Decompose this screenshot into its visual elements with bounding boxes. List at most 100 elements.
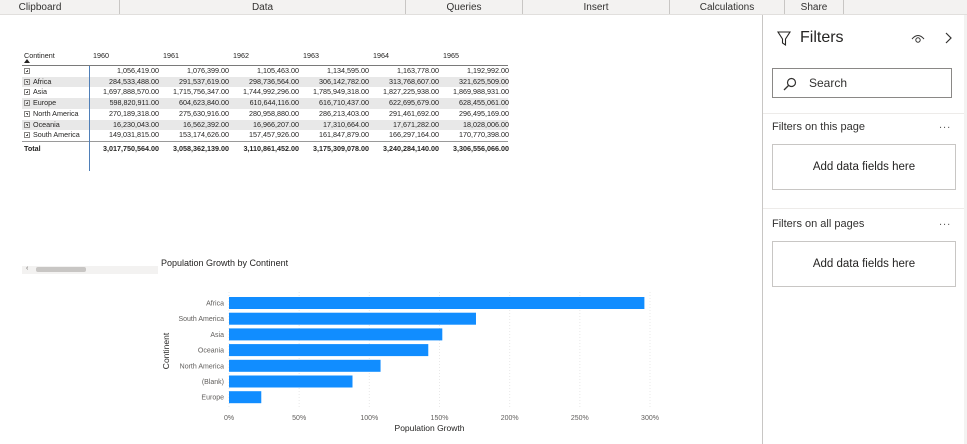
expand-icon[interactable]	[24, 78, 30, 85]
matrix-row-header[interactable]: Continent	[24, 51, 55, 60]
chevron-right-icon[interactable]	[943, 31, 953, 45]
bar[interactable]	[229, 375, 353, 388]
table-cell[interactable]: 1,785,949,318.00	[313, 87, 369, 97]
table-cell[interactable]: 291,461,692.00	[389, 108, 439, 118]
total-cell[interactable]: 3,017,750,564.00	[103, 143, 159, 153]
table-cell[interactable]: 166,297,164.00	[389, 130, 439, 140]
filters-search-input[interactable]: Search	[772, 68, 952, 98]
eye-icon[interactable]	[911, 33, 925, 45]
row-label[interactable]	[24, 66, 33, 77]
table-cell[interactable]: 270,189,318.00	[109, 108, 159, 118]
table-cell[interactable]: 1,715,756,347.00	[173, 87, 229, 97]
table-row[interactable]: 1,056,419.00 1,076,399.00 1,105,463.00 1,13…	[22, 66, 509, 77]
bar[interactable]	[229, 297, 645, 309]
table-cell[interactable]: 604,623,840.00	[179, 98, 229, 108]
table-cell[interactable]: 296,495,169.00	[459, 108, 509, 118]
table-cell[interactable]: 275,630,916.00	[179, 108, 229, 118]
expand-icon[interactable]	[24, 68, 30, 74]
table-cell[interactable]: 157,457,926.00	[249, 130, 299, 140]
table-cell[interactable]: 286,213,403.00	[319, 108, 369, 118]
bar[interactable]	[229, 344, 429, 357]
matrix-col-header[interactable]: 1963	[303, 51, 319, 60]
table-row[interactable]: South America 149,031,815.00 153,174,626.0…	[22, 130, 509, 141]
all-pages-filter-dropzone[interactable]: Add data fields here	[772, 241, 956, 287]
table-cell[interactable]: 284,533,488.00	[109, 76, 159, 86]
table-cell[interactable]: 1,105,463.00	[257, 66, 299, 75]
ribbon-group-clipboard[interactable]: Clipboard	[18, 2, 62, 13]
bar[interactable]	[229, 359, 381, 372]
total-cell[interactable]: 3,175,309,078.00	[313, 143, 369, 153]
matrix-col-header[interactable]: 1964	[373, 51, 389, 60]
table-row[interactable]: Europe 598,820,911.00 604,623,840.00 610,64…	[22, 98, 509, 109]
table-cell[interactable]: 161,847,879.00	[319, 130, 369, 140]
table-cell[interactable]: 321,625,509.00	[459, 76, 509, 86]
sort-ascending-icon[interactable]	[24, 59, 30, 63]
table-cell[interactable]: 1,744,992,296.00	[243, 87, 299, 97]
total-row[interactable]: Total 3,017,750,564.00 3,058,362,139.00 3,1…	[22, 140, 509, 154]
table-cell[interactable]: 16,966,207.00	[253, 119, 299, 129]
ribbon-group-share[interactable]: Share	[800, 2, 828, 13]
expand-icon[interactable]	[24, 89, 30, 96]
total-cell[interactable]: 3,058,362,139.00	[173, 143, 229, 153]
scroll-left-icon[interactable]: ‹	[26, 265, 29, 272]
table-cell[interactable]: 313,768,607.00	[389, 76, 439, 86]
table-cell[interactable]: 1,827,225,938.00	[383, 87, 439, 97]
row-label[interactable]: Oceania	[24, 120, 60, 131]
total-cell[interactable]: 3,306,556,066.00	[453, 143, 509, 153]
table-cell[interactable]: 153,174,626.00	[179, 130, 229, 140]
table-cell[interactable]: 306,142,782.00	[319, 76, 369, 86]
ribbon-group-queries[interactable]: Queries	[446, 2, 482, 13]
table-cell[interactable]: 1,192,992.00	[467, 66, 509, 75]
table-cell[interactable]: 17,671,282.00	[393, 119, 439, 129]
expand-icon[interactable]	[24, 121, 30, 128]
ribbon-group-insert[interactable]: Insert	[583, 2, 609, 13]
table-cell[interactable]: 1,163,778.00	[397, 66, 439, 75]
total-cell[interactable]: 3,110,861,452.00	[243, 143, 299, 153]
population-growth-chart[interactable]: 0% 50% 100% 150% 200% 250% 300% Africa South Ame…	[155, 270, 665, 435]
table-row[interactable]: Africa 284,533,488.00 291,537,619.00 298,73…	[22, 76, 509, 88]
table-cell[interactable]: 598,820,911.00	[109, 98, 159, 108]
expand-icon[interactable]	[24, 132, 30, 139]
table-row[interactable]: Oceania 16,230,043.00 16,562,392.00 16,966,…	[22, 119, 509, 131]
table-cell[interactable]: 1,869,988,931.00	[453, 87, 509, 97]
table-cell[interactable]: 616,710,437.00	[319, 98, 369, 108]
row-label[interactable]: Europe	[24, 98, 56, 109]
ribbon-group-data[interactable]: Data	[251, 2, 274, 13]
table-cell[interactable]: 1,076,399.00	[187, 66, 229, 75]
table-cell[interactable]: 1,134,595.00	[327, 66, 369, 75]
more-options-button[interactable]: ...	[939, 216, 952, 228]
matrix-col-header[interactable]: 1962	[233, 51, 249, 60]
matrix-col-header[interactable]: 1960	[93, 51, 109, 60]
table-cell[interactable]: 17,310,664.00	[323, 119, 369, 129]
total-cell[interactable]: 3,240,284,140.00	[383, 143, 439, 153]
table-cell[interactable]: 18,028,006.00	[463, 119, 509, 129]
matrix-col-header[interactable]: 1961	[163, 51, 179, 60]
table-cell[interactable]: 622,695,679.00	[389, 98, 439, 108]
matrix-col-header[interactable]: 1965	[443, 51, 459, 60]
more-options-button[interactable]: ...	[939, 119, 952, 131]
table-cell[interactable]: 291,537,619.00	[179, 76, 229, 86]
table-row[interactable]: Asia 1,697,888,570.00 1,715,756,347.00 1,74…	[22, 87, 509, 98]
table-cell[interactable]: 610,644,116.00	[249, 98, 299, 108]
row-label[interactable]: Asia	[24, 87, 47, 98]
table-cell[interactable]: 628,455,061.00	[459, 98, 509, 108]
table-cell[interactable]: 298,736,564.00	[249, 76, 299, 86]
row-label[interactable]: South America	[24, 130, 80, 141]
table-cell[interactable]: 16,230,043.00	[113, 119, 159, 129]
row-label[interactable]: Africa	[24, 77, 51, 88]
expand-icon[interactable]	[24, 100, 30, 107]
ribbon-group-calculations[interactable]: Calculations	[699, 2, 755, 13]
table-cell[interactable]: 280,958,880.00	[249, 108, 299, 118]
table-cell[interactable]: 170,770,398.00	[459, 130, 509, 140]
table-cell[interactable]: 16,562,392.00	[183, 119, 229, 129]
row-label[interactable]: North America	[24, 109, 79, 120]
bar[interactable]	[229, 328, 443, 341]
bar[interactable]	[229, 312, 476, 325]
table-cell[interactable]: 1,056,419.00	[117, 66, 159, 75]
expand-icon[interactable]	[24, 110, 30, 117]
table-cell[interactable]: 149,031,815.00	[109, 130, 159, 140]
bar[interactable]	[229, 391, 262, 404]
scrollbar-thumb[interactable]	[36, 267, 86, 272]
page-filter-dropzone[interactable]: Add data fields here	[772, 144, 956, 190]
horizontal-scrollbar[interactable]: ‹	[22, 265, 158, 274]
